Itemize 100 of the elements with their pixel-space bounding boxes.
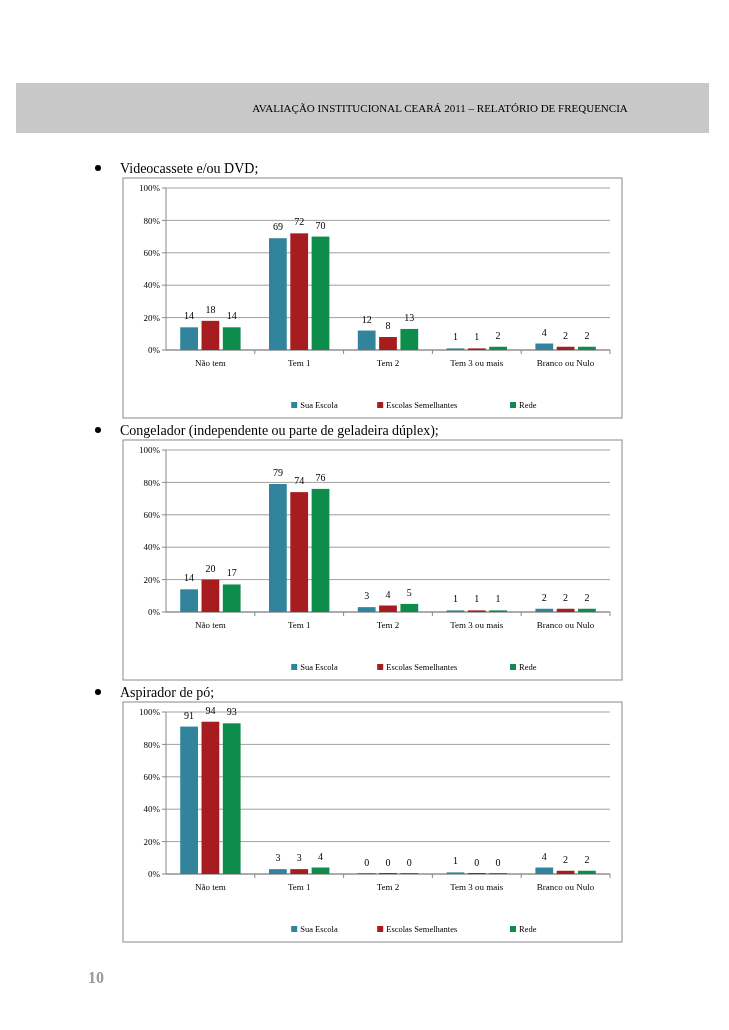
y-tick-label: 80% <box>143 477 161 488</box>
data-label: 12 <box>361 313 372 325</box>
data-label: 74 <box>294 475 305 487</box>
bar <box>311 488 330 612</box>
data-label: 17 <box>226 567 237 579</box>
x-tick-label: Não tem <box>195 620 226 630</box>
y-tick-label: 20% <box>143 574 161 585</box>
data-label: 2 <box>563 591 569 603</box>
legend-label: Escolas Semelhantes <box>386 924 458 934</box>
x-tick-label: Branco ou Nulo <box>536 882 595 892</box>
data-label: 2 <box>563 329 569 341</box>
bar <box>269 869 287 874</box>
data-label: 1 <box>495 593 501 605</box>
bar <box>379 337 397 350</box>
data-label: 72 <box>294 216 305 228</box>
y-tick-label: 100% <box>139 445 161 456</box>
bar <box>222 584 241 612</box>
chart-title: Congelador (independente ou parte de geladeira dúplex); <box>120 423 439 439</box>
chart-title: Videocassete e/ou DVD; <box>120 161 259 176</box>
x-tick-label: Tem 1 <box>287 620 311 630</box>
bar <box>180 589 198 612</box>
data-label: 8 <box>385 320 391 332</box>
data-label: 13 <box>404 311 415 323</box>
data-label: 4 <box>541 326 547 338</box>
x-tick-label: Não tem <box>195 358 226 368</box>
bar <box>201 721 220 874</box>
bar <box>535 343 554 350</box>
text: 10 <box>88 969 104 986</box>
data-label: 0 <box>474 857 480 868</box>
data-label: 2 <box>495 329 501 341</box>
y-tick-label: 100% <box>139 707 161 718</box>
x-tick-label: Tem 1 <box>287 358 311 368</box>
data-label: 76 <box>315 471 326 483</box>
bar <box>269 238 287 350</box>
data-label: 93 <box>226 706 237 718</box>
data-label: 70 <box>315 219 326 231</box>
data-label: 79 <box>272 467 283 479</box>
data-label: 2 <box>584 853 590 865</box>
bar <box>357 330 376 350</box>
y-tick-label: 80% <box>143 739 161 750</box>
y-tick-label: 40% <box>143 804 161 815</box>
data-label: 1 <box>474 593 480 605</box>
data-label: 94 <box>205 704 216 716</box>
data-label: 2 <box>584 591 590 603</box>
data-label: 91 <box>184 709 195 721</box>
data-label: 4 <box>541 850 547 862</box>
bar <box>180 327 198 350</box>
bar <box>489 346 507 350</box>
text: AVALIAÇÃO INSTITUCIONAL CEARÁ 2011 – RELATÓRIO DE FREQUENCIA <box>252 102 628 114</box>
data-label: 2 <box>541 591 547 603</box>
data-label: 1 <box>452 855 458 867</box>
data-label: 1 <box>452 331 458 343</box>
bar <box>535 608 554 612</box>
x-tick-label: Tem 2 <box>376 620 400 630</box>
bar <box>578 608 596 612</box>
y-tick-label: 40% <box>143 280 161 291</box>
y-tick-label: 0% <box>148 869 161 880</box>
legend-label: Escolas Semelhantes <box>386 400 458 410</box>
legend-label: Rede <box>519 400 537 410</box>
y-tick-label: 40% <box>143 542 161 553</box>
x-tick-label: Tem 3 ou mais <box>450 882 504 892</box>
data-label: 0 <box>495 857 501 868</box>
y-tick-label: 80% <box>143 215 161 226</box>
data-label: 14 <box>226 310 237 322</box>
bar <box>379 605 397 612</box>
bar <box>357 607 376 612</box>
data-label: 4 <box>318 850 324 862</box>
data-label: 2 <box>563 853 569 865</box>
legend-label: Sua Escola <box>300 924 338 934</box>
x-tick-label: Tem 2 <box>376 358 400 368</box>
y-tick-label: 20% <box>143 312 161 323</box>
bar <box>400 603 419 612</box>
bar <box>578 346 596 350</box>
legend-label: Sua Escola <box>300 400 338 410</box>
x-tick-label: Tem 1 <box>287 882 311 892</box>
legend-label: Rede <box>519 662 537 672</box>
data-label: 14 <box>184 572 195 584</box>
data-label: 0 <box>385 857 391 868</box>
bar <box>578 870 596 874</box>
data-label: 4 <box>385 588 391 600</box>
data-label: 20 <box>205 562 216 574</box>
legend-label: Rede <box>519 924 537 934</box>
legend-label: Sua Escola <box>300 662 338 672</box>
data-label: 1 <box>474 331 480 343</box>
x-tick-label: Tem 2 <box>376 882 400 892</box>
data-label: 0 <box>406 857 412 868</box>
data-label: 14 <box>184 310 195 322</box>
data-label: 69 <box>272 221 283 233</box>
data-label: 3 <box>296 852 302 864</box>
bar <box>290 492 309 612</box>
legend-label: Escolas Semelhantes <box>386 662 458 672</box>
bar <box>290 233 309 350</box>
bar <box>400 328 419 350</box>
data-label: 3 <box>275 852 281 864</box>
data-label: 0 <box>364 857 370 868</box>
data-label: 18 <box>205 303 216 315</box>
bar <box>222 327 241 350</box>
data-label: 2 <box>584 329 590 341</box>
y-tick-label: 60% <box>143 771 161 782</box>
chart-title: Aspirador de pó; <box>120 685 215 700</box>
